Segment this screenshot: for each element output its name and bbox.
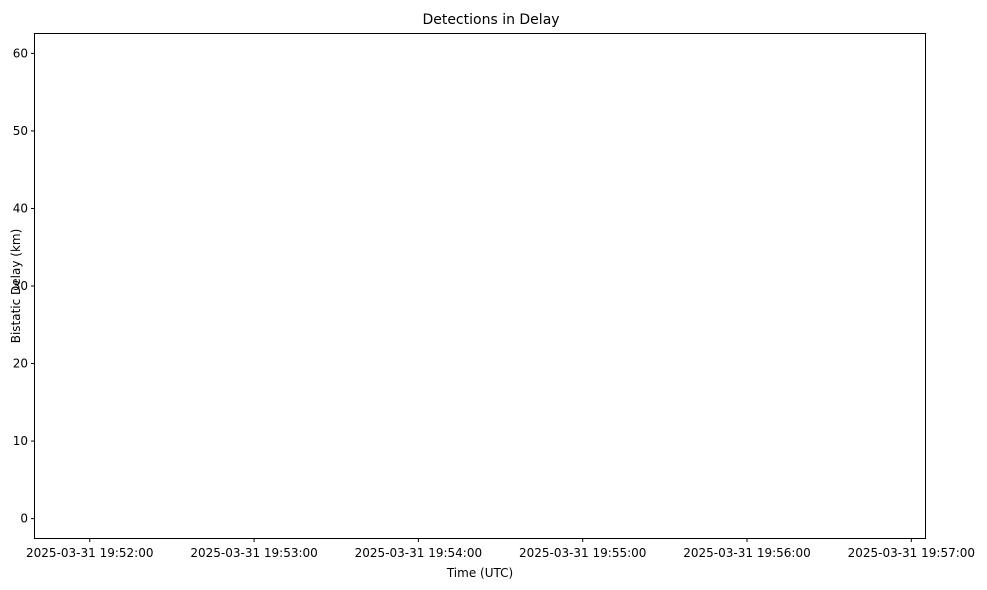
x-tick-label: 2025-03-31 19:53:00 xyxy=(190,546,317,560)
y-tick-label: 50 xyxy=(13,124,28,138)
x-axis-label: Time (UTC) xyxy=(446,566,513,580)
y-tick-label: 10 xyxy=(13,434,28,448)
y-tick-label: 20 xyxy=(13,357,28,371)
y-tick-label: 60 xyxy=(13,46,28,60)
y-tick-label: 0 xyxy=(20,512,28,526)
y-axis-label: Bistatic Delay (km) xyxy=(9,229,23,344)
chart-title: Detections in Delay xyxy=(422,12,559,28)
x-tick-label: 2025-03-31 19:55:00 xyxy=(519,546,646,560)
x-tick-label: 2025-03-31 19:54:00 xyxy=(355,546,482,560)
y-axis: 0 10 20 30 40 50 60 xyxy=(13,46,35,526)
y-tick-label: 30 xyxy=(13,279,28,293)
x-tick-label: 2025-03-31 19:52:00 xyxy=(26,546,153,560)
x-axis: 2025-03-31 19:52:00 2025-03-31 19:53:00 20… xyxy=(26,538,975,560)
plot-frame xyxy=(34,33,926,539)
x-tick-label: 2025-03-31 19:56:00 xyxy=(683,546,810,560)
x-tick-label: 2025-03-31 19:57:00 xyxy=(848,546,975,560)
y-tick-label: 40 xyxy=(13,201,28,215)
